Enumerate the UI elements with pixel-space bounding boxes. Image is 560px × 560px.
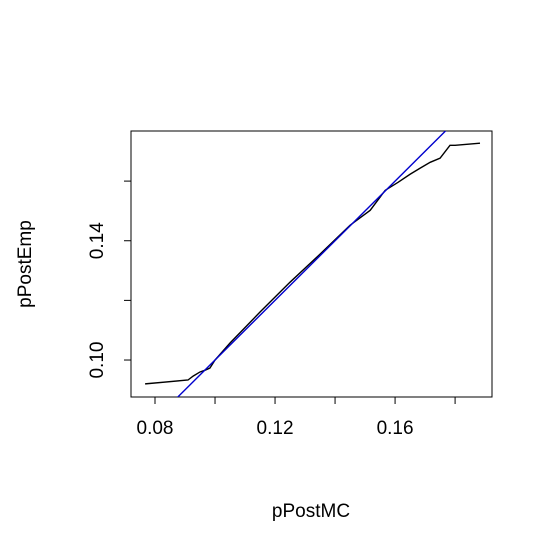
y-axis-label: pPostEmp xyxy=(15,220,36,308)
plot-box xyxy=(130,130,493,398)
y-tick-label: 0.10 xyxy=(87,342,108,379)
y-tick-label: 0.14 xyxy=(87,222,108,259)
x-tick-label: 0.12 xyxy=(257,418,294,439)
x-tick-label: 0.08 xyxy=(137,418,174,439)
data-line xyxy=(145,142,481,385)
x-tick-label: 0.16 xyxy=(377,418,414,439)
x-axis-label: pPostMC xyxy=(272,501,350,522)
plot-area xyxy=(145,131,481,397)
reference-line xyxy=(176,131,447,397)
